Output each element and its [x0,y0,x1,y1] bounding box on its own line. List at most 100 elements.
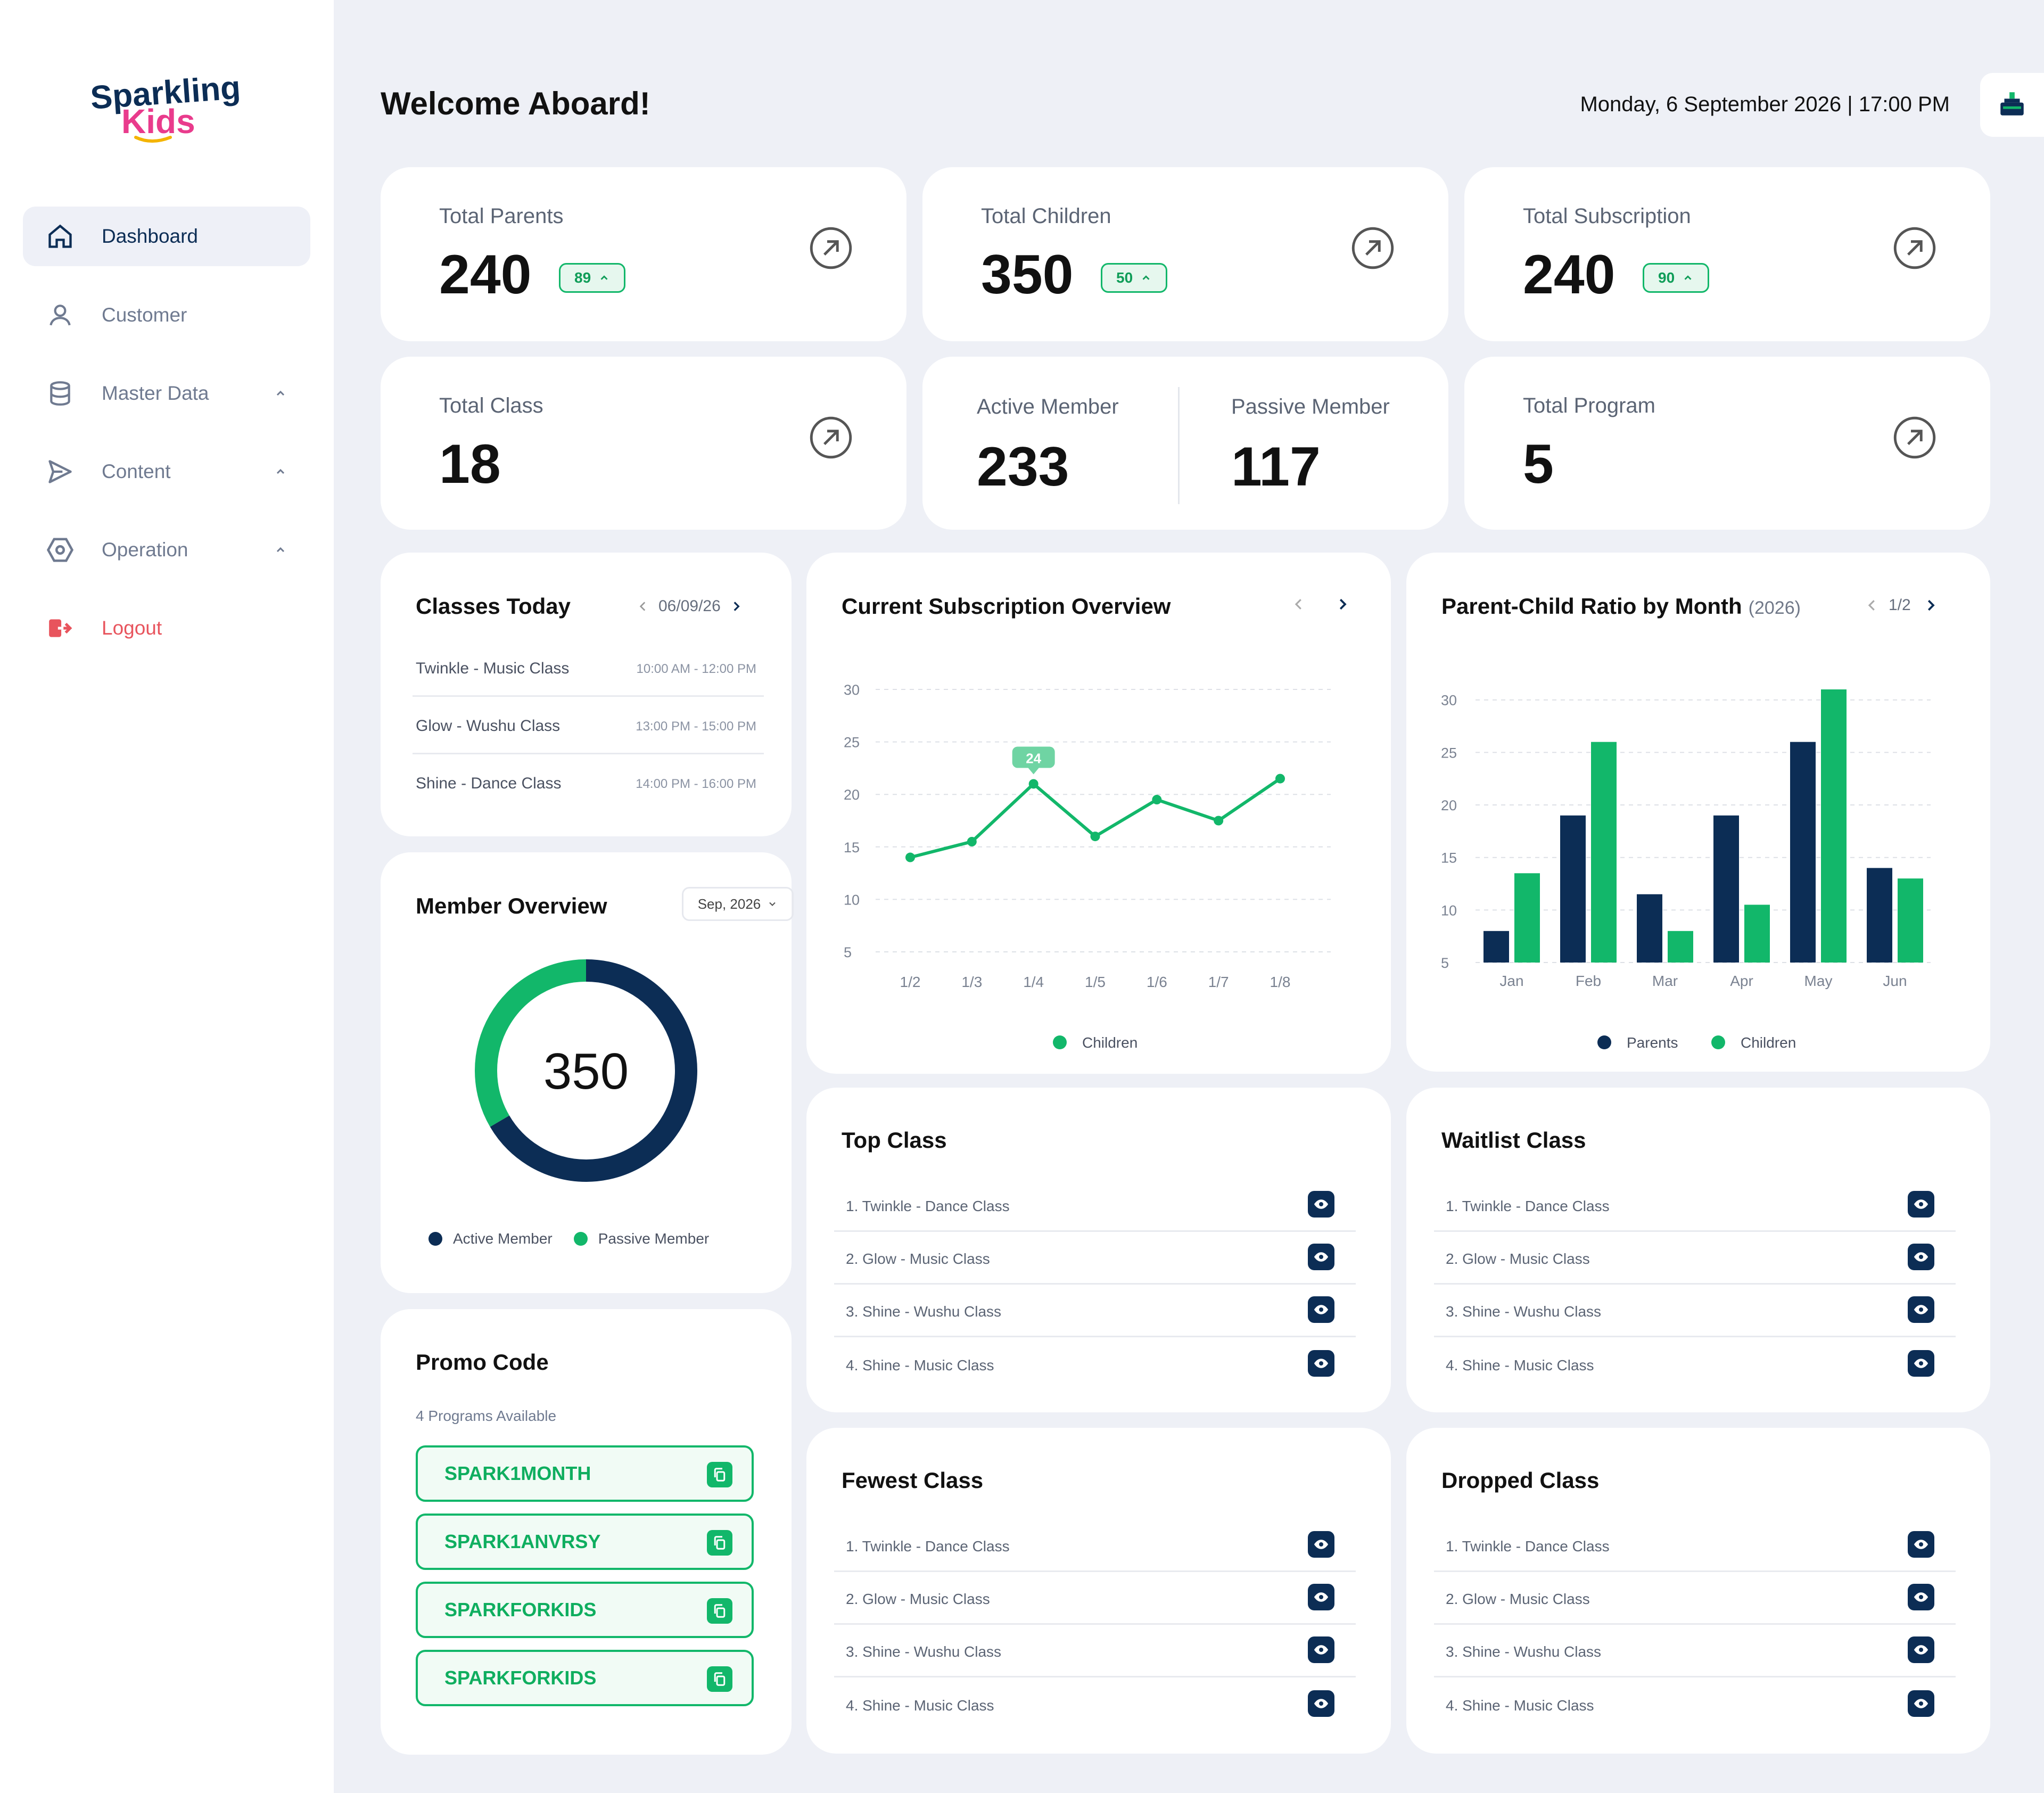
bar-children[interactable] [1514,873,1540,963]
donut-segment-passive-member[interactable] [475,959,587,1127]
list-item[interactable]: 2. Glow - Music Class [1434,1572,1956,1625]
stat-card-total-class[interactable]: Total Class 18 [381,357,906,530]
sidebar-item-content[interactable]: Content [23,442,310,501]
eye-icon[interactable] [1308,1531,1334,1558]
arrow-up-right-icon[interactable] [809,226,853,270]
eye-icon[interactable] [1908,1584,1934,1610]
eye-icon[interactable] [1308,1584,1334,1610]
list-item[interactable]: Shine - Dance Class 14:00 PM - 16:00 PM [413,754,764,812]
month-select[interactable]: Sep, 2026 [682,887,794,921]
sidebar-item-dashboard[interactable]: Dashboard [23,207,310,266]
chevron-up-icon[interactable] [271,540,290,560]
sidebar-item-label: Master Data [102,382,209,404]
list-item[interactable]: 4. Shine - Music Class [1434,1338,1956,1391]
donut-segment-active-member[interactable] [490,959,697,1182]
data-point[interactable] [905,852,915,862]
list-item[interactable]: Twinkle - Music Class 10:00 AM - 12:00 P… [413,639,764,697]
list-item[interactable]: 4. Shine - Music Class [834,1338,1356,1391]
sidebar-item-customer[interactable]: Customer [23,285,310,345]
chevron-right-icon[interactable] [1334,596,1350,612]
list-item[interactable]: 4. Shine - Music Class [834,1679,1356,1731]
copy-icon[interactable] [707,1666,732,1692]
arrow-up-right-icon[interactable] [1350,226,1395,270]
chevron-up-icon[interactable] [271,384,290,403]
page-title: Welcome Aboard! [381,86,650,121]
eye-icon[interactable] [1308,1636,1334,1663]
bar-children[interactable] [1744,904,1770,963]
building-button[interactable] [1980,73,2044,137]
copy-icon[interactable] [707,1598,732,1624]
promo-code-item[interactable]: SPARK1MONTH [416,1445,754,1502]
data-point[interactable] [967,836,977,846]
eye-icon[interactable] [1908,1690,1934,1717]
list-item[interactable]: 4. Shine - Music Class [1434,1679,1956,1731]
eye-icon[interactable] [1908,1244,1934,1270]
eye-icon[interactable] [1308,1244,1334,1270]
divider [1178,387,1180,504]
stat-card-total-subscription[interactable]: Total Subscription 240 90 [1464,167,1990,341]
eye-icon[interactable] [1908,1191,1934,1218]
chevron-up-icon[interactable] [271,462,290,481]
promo-code-item[interactable]: SPARK1ANVRSY [416,1514,754,1570]
list-item[interactable]: 3. Shine - Wushu Class [834,1285,1356,1337]
list-item[interactable]: 1. Twinkle - Dance Class [1434,1179,1956,1232]
list-item[interactable]: 3. Shine - Wushu Class [1434,1285,1956,1337]
sidebar-item-master-data[interactable]: Master Data [23,364,310,423]
list-item[interactable]: 2. Glow - Music Class [834,1232,1356,1285]
class-name: 4. Shine - Music Class [1446,1697,1594,1714]
eye-icon[interactable] [1308,1690,1334,1717]
data-point[interactable] [1214,816,1224,826]
list-item[interactable]: 1. Twinkle - Dance Class [834,1519,1356,1572]
sidebar-item-operation[interactable]: Operation [23,520,310,580]
bar-parents[interactable] [1560,815,1586,963]
arrow-up-right-icon[interactable] [1892,226,1937,270]
eye-icon[interactable] [1308,1296,1334,1323]
bar-children[interactable] [1898,878,1923,963]
bar-parents[interactable] [1637,894,1662,963]
bar-children[interactable] [1668,931,1693,963]
promo-code-item[interactable]: SPARKFORKIDS [416,1582,754,1638]
chevron-right-icon[interactable] [1923,597,1939,613]
bar-parents[interactable] [1790,742,1816,963]
list-item[interactable]: Glow - Wushu Class 13:00 PM - 15:00 PM [413,697,764,754]
eye-icon[interactable] [1308,1191,1334,1218]
logout-icon [45,613,75,643]
data-point[interactable] [1275,774,1285,784]
list-item[interactable]: 1. Twinkle - Dance Class [1434,1519,1956,1572]
bar-parents[interactable] [1867,868,1892,963]
chevron-right-icon[interactable] [729,599,743,613]
stat-card-total-program[interactable]: Total Program 5 [1464,357,1990,530]
copy-icon[interactable] [707,1530,732,1556]
list-item[interactable]: 3. Shine - Wushu Class [1434,1625,1956,1677]
data-point[interactable] [1152,795,1162,805]
bar-parents[interactable] [1483,931,1509,963]
stat-card-total-children[interactable]: Total Children 350 50 [922,167,1448,341]
promo-code-item[interactable]: SPARKFORKIDS [416,1650,754,1706]
sidebar-item-logout[interactable]: Logout [23,598,310,658]
bar-children[interactable] [1821,689,1847,963]
chevron-left-icon[interactable] [1864,597,1880,613]
list-item[interactable]: 1. Twinkle - Dance Class [834,1179,1356,1232]
stat-card-members[interactable]: Active Member 233 Passive Member 117 [922,357,1448,530]
eye-icon[interactable] [1308,1350,1334,1377]
bar-parents[interactable] [1713,815,1739,963]
logo[interactable]: Sparkling Kids [85,64,245,144]
list-item[interactable]: 2. Glow - Music Class [834,1572,1356,1625]
chevron-left-icon[interactable] [1291,596,1307,612]
class-name: Shine - Dance Class [416,775,562,792]
chevron-left-icon[interactable] [636,599,650,613]
list-item[interactable]: 3. Shine - Wushu Class [834,1625,1356,1677]
arrow-up-right-icon[interactable] [1892,415,1937,460]
eye-icon[interactable] [1908,1350,1934,1377]
eye-icon[interactable] [1908,1296,1934,1323]
copy-icon[interactable] [707,1462,732,1487]
stat-card-total-parents[interactable]: Total Parents 240 89 [381,167,906,341]
list-item[interactable]: 2. Glow - Music Class [1434,1232,1956,1285]
data-point[interactable] [1090,832,1100,842]
eye-icon[interactable] [1908,1636,1934,1663]
eye-icon[interactable] [1908,1531,1934,1558]
bar-children[interactable] [1591,742,1617,963]
x-tick-label: Jan [1499,973,1523,989]
arrow-up-right-icon[interactable] [809,415,853,460]
data-point[interactable] [1028,779,1039,789]
